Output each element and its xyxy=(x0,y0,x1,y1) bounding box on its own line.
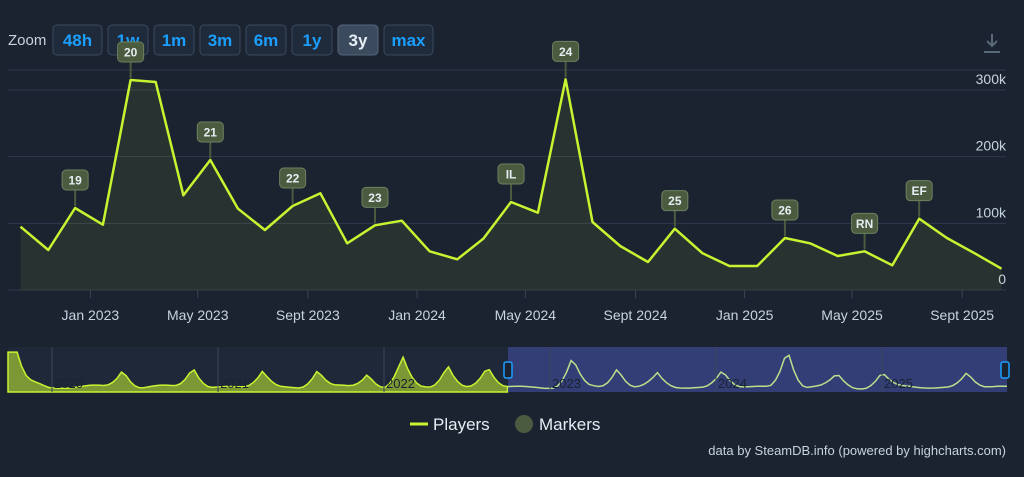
x-tick-label: Sept 2023 xyxy=(276,307,340,323)
marker-badge xyxy=(552,40,580,62)
marker-badge xyxy=(661,190,689,212)
legend: Players Markers xyxy=(410,415,600,434)
zoom-button-48h[interactable]: 48h xyxy=(52,24,103,56)
marker-IL[interactable]: IL xyxy=(497,163,525,200)
marker-label: 19 xyxy=(68,174,82,188)
y-tick-label: 0 xyxy=(998,271,1006,287)
marker-badge xyxy=(497,163,525,185)
zoom-button-6m[interactable]: 6m xyxy=(245,24,287,56)
y-tick-label: 300k xyxy=(976,71,1007,87)
legend-label-markers: Markers xyxy=(539,415,600,434)
x-tick-label: May 2025 xyxy=(821,307,883,323)
zoom-button-label: 3m xyxy=(208,31,233,50)
marker-badge xyxy=(61,169,89,191)
navigator-year-labels: 2020 2021 2022 2023 2024 2025 xyxy=(51,347,913,392)
zoom-button-max[interactable]: max xyxy=(383,24,434,56)
marker-label: 26 xyxy=(778,204,792,218)
marker-label: EF xyxy=(912,184,927,198)
marker-26[interactable]: 26 xyxy=(771,199,799,236)
x-tick-label: Jan 2024 xyxy=(388,307,446,323)
x-tick-label: Sept 2025 xyxy=(930,307,994,323)
marker-label: 20 xyxy=(124,46,138,60)
legend-item-players[interactable]: Players xyxy=(410,415,490,434)
marker-label: 21 xyxy=(204,126,218,140)
x-axis: Jan 2023 May 2023 Sept 2023 Jan 2024 May 202… xyxy=(62,290,994,323)
marker-badge xyxy=(771,199,799,221)
zoom-button-3y[interactable]: 3y xyxy=(337,24,379,56)
navigator-series-selected xyxy=(507,354,1007,390)
navigator-year-label: 2021 xyxy=(220,376,249,391)
marker-24[interactable]: 24 xyxy=(552,40,580,78)
navigator-year-label: 2024 xyxy=(718,376,747,391)
zoom-button-label: max xyxy=(391,31,426,50)
marker-EF[interactable]: EF xyxy=(905,180,933,217)
marker-label: 24 xyxy=(559,45,573,59)
zoom-button-label: 1m xyxy=(162,31,187,50)
navigator-year-label: 2025 xyxy=(884,376,913,391)
x-tick-label: Jan 2023 xyxy=(62,307,120,323)
marker-RN[interactable]: RN xyxy=(851,212,879,250)
navigator-series xyxy=(7,351,509,393)
markers-legend-swatch xyxy=(515,415,533,433)
x-tick-label: May 2023 xyxy=(167,307,229,323)
zoom-button-1y[interactable]: 1y xyxy=(291,24,333,56)
marker-label: IL xyxy=(506,168,517,182)
marker-badge xyxy=(279,167,307,189)
zoom-button-3m[interactable]: 3m xyxy=(199,24,241,56)
credits-link[interactable]: data by SteamDB.info (powered by highcha… xyxy=(708,443,1006,458)
navigator-selection[interactable] xyxy=(508,347,1007,392)
marker-22[interactable]: 22 xyxy=(279,167,307,204)
marker-25[interactable]: 25 xyxy=(661,190,689,227)
zoom-button-label: 3y xyxy=(349,31,368,50)
marker-21[interactable]: 21 xyxy=(196,121,224,158)
navigator-handle-left[interactable] xyxy=(503,361,513,379)
marker-23[interactable]: 23 xyxy=(361,186,389,224)
marker-badge xyxy=(905,180,933,202)
marker-badge xyxy=(851,212,879,234)
marker-label: 22 xyxy=(286,172,300,186)
x-tick-label: Sept 2024 xyxy=(604,307,668,323)
zoom-button-label: 48h xyxy=(63,31,92,50)
navigator-year-label: 2023 xyxy=(552,376,581,391)
markers-group: 19 20 21 22 23 IL 24 25 26 RN EF xyxy=(61,40,933,250)
zoom-label: Zoom xyxy=(8,32,46,49)
marker-20[interactable]: 20 xyxy=(117,41,145,78)
zoom-button-group: 48h 1w 1m 3m 6m 1y 3y max xyxy=(52,24,434,56)
legend-item-markers[interactable]: Markers xyxy=(515,415,600,434)
zoom-button-label: 6m xyxy=(254,31,279,50)
y-axis: 0 100k 200k 300k xyxy=(976,71,1007,287)
navigator-year-label: 2020 xyxy=(54,376,83,391)
marker-label: 25 xyxy=(668,194,682,208)
y-tick-label: 100k xyxy=(976,204,1007,220)
marker-badge xyxy=(361,186,389,208)
marker-label: 23 xyxy=(368,191,382,205)
y-tick-label: 200k xyxy=(976,138,1007,154)
zoom-button-label: 1y xyxy=(303,31,322,50)
download-icon[interactable] xyxy=(984,34,1000,53)
navigator[interactable]: 2020 2021 2022 2023 2024 2025 xyxy=(7,347,1010,393)
navigator-handle-right[interactable] xyxy=(1000,361,1010,379)
marker-19[interactable]: 19 xyxy=(61,169,89,206)
navigator-year-label: 2022 xyxy=(386,376,415,391)
marker-badge xyxy=(117,41,145,63)
marker-badge xyxy=(196,121,224,143)
x-tick-label: Jan 2025 xyxy=(716,307,774,323)
players-line xyxy=(19,78,1003,270)
x-tick-label: May 2024 xyxy=(495,307,557,323)
marker-label: RN xyxy=(856,217,873,231)
legend-label-players: Players xyxy=(433,415,490,434)
zoom-button-1m[interactable]: 1m xyxy=(153,24,195,56)
players-area xyxy=(20,79,1002,290)
